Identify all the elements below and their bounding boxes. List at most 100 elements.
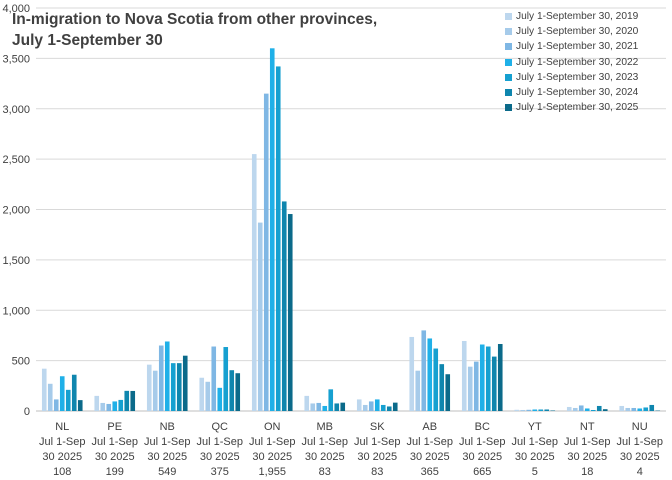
x-category-sublabel: 30 2025	[252, 451, 292, 463]
x-category-sublabel: 30 2025	[305, 451, 345, 463]
legend-item: July 1-September 30, 2019	[505, 9, 638, 24]
bar-ab-2025	[445, 374, 451, 411]
bar-pe-2019	[94, 395, 100, 411]
bar-mb-2020	[310, 403, 316, 411]
bar-yt-2019	[514, 409, 520, 411]
x-category-latest-value: 18	[581, 466, 593, 478]
bar-qc-2025	[235, 373, 241, 411]
x-category-latest-value: 83	[371, 466, 383, 478]
legend-label: July 1-September 30, 2021	[516, 41, 639, 53]
bar-yt-2025	[550, 410, 556, 411]
x-category-label: PE	[107, 421, 122, 433]
bar-mb-2023	[328, 389, 334, 411]
x-category-label: ON	[264, 421, 281, 433]
gridlines	[36, 7, 666, 412]
x-category-sublabel: Jul 1-Sep	[564, 436, 610, 448]
bar-ab-2023	[433, 348, 439, 411]
bar-nt-2023	[590, 409, 596, 411]
bar-nl-2023	[65, 389, 71, 411]
x-category-sublabel: 30 2025	[515, 451, 555, 463]
bar-sk-2024	[386, 406, 392, 411]
bar-bc-2025	[497, 344, 503, 411]
bar-ab-2021	[421, 330, 427, 411]
bars	[41, 48, 661, 412]
bar-on-2020	[257, 222, 263, 411]
legend-swatch	[505, 89, 512, 97]
legend-label: July 1-September 30, 2024	[516, 87, 639, 99]
x-category-sublabel: 30 2025	[95, 451, 135, 463]
legend-item: July 1-September 30, 2022	[505, 55, 638, 70]
bar-nb-2021	[158, 345, 164, 411]
legend-label: July 1-September 30, 2023	[516, 71, 639, 83]
bar-nl-2022	[59, 376, 65, 411]
y-tick-label: 2,500	[2, 154, 30, 166]
bar-nu-2022	[637, 408, 643, 411]
legend-label: July 1-September 30, 2020	[516, 26, 639, 38]
x-category-latest-value: 375	[211, 466, 229, 478]
x-category-latest-value: 83	[319, 466, 331, 478]
legend-swatch	[505, 73, 512, 81]
legend-label: July 1-September 30, 2022	[516, 56, 639, 68]
x-category-latest-value: 549	[158, 466, 176, 478]
bar-qc-2020	[205, 381, 211, 411]
bar-sk-2023	[380, 404, 386, 411]
x-category-latest-value: 665	[473, 466, 491, 478]
bar-on-2024	[281, 201, 287, 411]
legend-swatch	[505, 28, 512, 36]
bar-qc-2022	[217, 387, 223, 411]
y-axis-tick-labels: 0 500 1,000 1,500 2,000 2,500 3,000 3,500 4,000	[2, 3, 30, 418]
legend-item: July 1-September 30, 2023	[505, 70, 638, 85]
bar-on-2023	[275, 66, 281, 411]
bar-sk-2021	[368, 401, 374, 411]
x-category-latest-value: 365	[421, 466, 439, 478]
bar-mb-2019	[304, 395, 310, 411]
bar-nb-2023	[170, 363, 176, 411]
x-category-sublabel: 30 2025	[200, 451, 240, 463]
legend-swatch	[505, 104, 512, 112]
bar-qc-2023	[223, 347, 229, 411]
bar-nu-2019	[619, 405, 625, 411]
bar-nb-2020	[152, 370, 158, 411]
bar-mb-2025	[340, 402, 346, 411]
bar-ab-2022	[427, 338, 433, 411]
y-tick-label: 500	[12, 356, 30, 368]
bar-nu-2023	[643, 407, 649, 411]
bar-nl-2021	[53, 399, 59, 411]
bar-qc-2024	[229, 370, 235, 411]
x-category-latest-value: 4	[637, 466, 643, 478]
x-category-sublabel: 30 2025	[357, 451, 397, 463]
chart-title-line-2: July 1-September 30	[12, 32, 163, 49]
x-category-sublabel: Jul 1-Sep	[92, 436, 138, 448]
bar-nt-2019	[566, 406, 572, 411]
bar-nt-2020	[572, 407, 578, 411]
bar-ab-2019	[409, 336, 415, 411]
x-category-sublabel: Jul 1-Sep	[39, 436, 85, 448]
y-tick-label: 1,500	[2, 255, 30, 267]
x-category-sublabel: Jul 1-Sep	[407, 436, 453, 448]
bar-nu-2020	[625, 407, 631, 411]
bar-nu-2024	[649, 404, 655, 411]
bar-bc-2021	[473, 361, 479, 411]
x-category-sublabel: Jul 1-Sep	[197, 436, 243, 448]
x-category-sublabel: Jul 1-Sep	[512, 436, 558, 448]
bar-mb-2022	[322, 405, 328, 411]
x-category-sublabel: Jul 1-Sep	[459, 436, 505, 448]
x-category-sublabel: Jul 1-Sep	[144, 436, 190, 448]
bar-nb-2025	[182, 355, 188, 411]
bar-pe-2020	[100, 402, 106, 411]
bar-on-2025	[287, 214, 293, 411]
x-category-label: NT	[580, 421, 595, 433]
x-category-label: NB	[160, 421, 175, 433]
bar-sk-2020	[362, 404, 368, 411]
x-category-latest-value: 5	[532, 466, 538, 478]
x-category-label: QC	[212, 421, 229, 433]
legend-swatch	[505, 43, 512, 51]
bar-pe-2022	[112, 401, 118, 411]
chart-title-line-1: In-migration to Nova Scotia from other p…	[12, 11, 378, 28]
y-tick-label: 3,500	[2, 53, 30, 65]
bar-on-2021	[263, 93, 269, 411]
x-category-latest-value: 108	[53, 466, 71, 478]
bar-pe-2025	[130, 390, 136, 411]
bar-nb-2022	[164, 341, 170, 411]
